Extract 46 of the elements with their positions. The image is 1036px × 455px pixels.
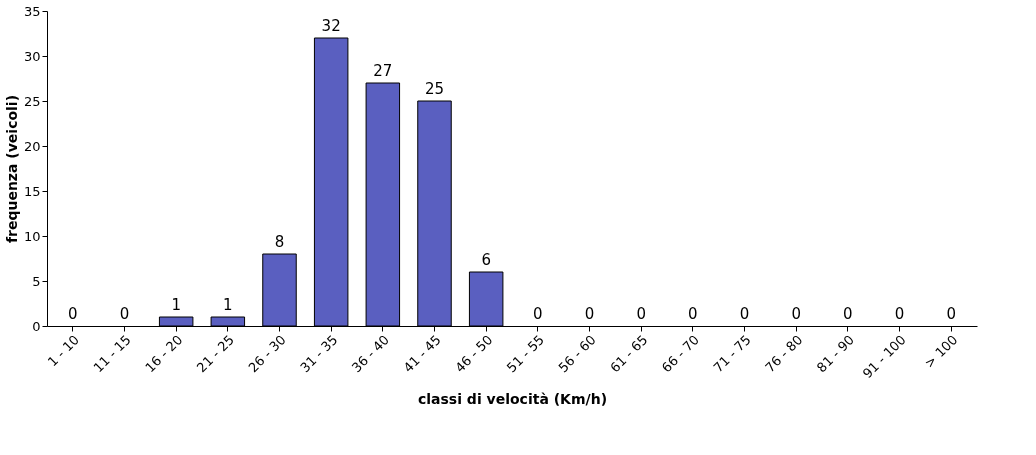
data-label: 0 xyxy=(894,305,905,323)
data-label: 0 xyxy=(533,305,543,323)
x-tick-label: 26 - 30 xyxy=(245,332,289,376)
data-label: 0 xyxy=(791,305,801,323)
x-axis-title: classi di velocità (Km/h) xyxy=(417,391,608,408)
x-tick-label: 71 - 75 xyxy=(710,332,754,376)
data-label: 0 xyxy=(946,305,956,323)
x-tick-label: 91 - 100 xyxy=(859,332,909,382)
y-tick-label: 35 xyxy=(23,3,41,19)
x-tick-label: > 100 xyxy=(921,332,961,371)
x-tick-label: 16 - 20 xyxy=(142,332,186,376)
x-tick-label: 21 - 25 xyxy=(193,332,238,376)
y-tick-label: 30 xyxy=(23,48,41,64)
data-label: 0 xyxy=(68,305,78,323)
data-label: 27 xyxy=(373,62,393,80)
data-label: 32 xyxy=(321,17,341,35)
y-tick-label: 5 xyxy=(32,273,41,289)
x-tick-label: 61 - 65 xyxy=(607,332,651,376)
data-label: 6 xyxy=(481,251,491,269)
data-label: 25 xyxy=(424,80,445,98)
data-label: 0 xyxy=(584,305,595,323)
x-tick-label: 66 - 70 xyxy=(658,332,703,376)
y-tick-label: 10 xyxy=(23,228,41,244)
y-tick-label: 15 xyxy=(23,183,41,199)
x-tick-label: 56 - 60 xyxy=(555,332,599,376)
data-label: 1 xyxy=(171,296,181,314)
y-tick-label: 0 xyxy=(32,318,41,334)
x-tick-label: 81 - 90 xyxy=(813,332,858,376)
x-tick-label: 41 - 45 xyxy=(400,332,444,376)
x-tick-label: 46 - 50 xyxy=(452,332,496,376)
data-label: 0 xyxy=(688,305,698,323)
data-label: 1 xyxy=(223,296,233,314)
data-label: 0 xyxy=(739,305,750,323)
data-label: 8 xyxy=(274,233,285,251)
x-tick-label: 76 - 80 xyxy=(762,332,806,376)
data-label: 0 xyxy=(119,305,130,323)
data-label: 0 xyxy=(843,305,853,323)
x-tick-label: 1 - 10 xyxy=(44,332,83,370)
x-tick-label: 31 - 35 xyxy=(297,332,341,376)
y-tick-label: 20 xyxy=(23,138,41,154)
y-axis-title: frequenza (veicoli) xyxy=(3,94,20,244)
y-tick-label: 25 xyxy=(23,93,41,109)
data-label: 0 xyxy=(636,305,646,323)
x-tick-label: 36 - 40 xyxy=(348,332,393,376)
x-tick-label: 11 - 15 xyxy=(90,332,134,376)
x-tick-label: 51 - 55 xyxy=(503,332,548,376)
